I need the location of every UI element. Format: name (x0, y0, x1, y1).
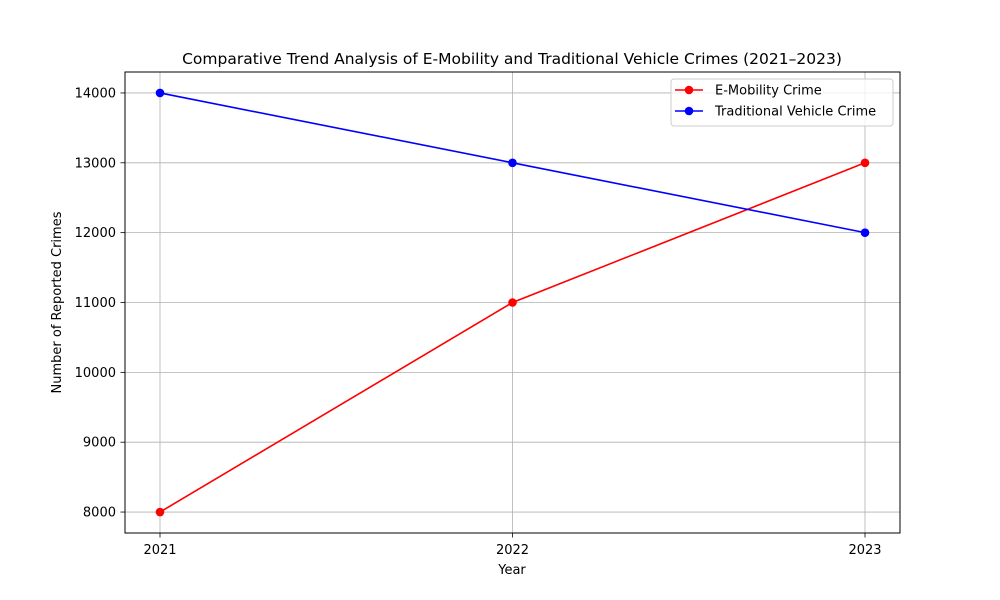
data-point (508, 298, 517, 307)
y-axis-label: Number of Reported Crimes (50, 211, 65, 393)
data-point (860, 228, 870, 237)
x-tick-label: 2022 (496, 543, 529, 558)
y-tick-label: 13000 (75, 156, 116, 171)
legend-marker (684, 85, 694, 95)
legend-label: E-Mobility Crime (715, 84, 822, 99)
legend: E-Mobility Crime Traditional Vehicle Crim… (670, 78, 894, 127)
x-axis-label: Year (497, 563, 526, 578)
y-tick-label: 9000 (83, 436, 116, 451)
y-tick-label: 8000 (83, 506, 116, 521)
legend-marker (684, 106, 694, 116)
axis-ticks: 2021 2022 2023 8000 9000 10000 11000 12000 13000… (75, 86, 882, 558)
data-point (155, 88, 165, 98)
series-layer (155, 88, 870, 517)
legend-box (670, 78, 894, 127)
y-tick-label: 12000 (75, 226, 116, 241)
y-tick-label: 14000 (75, 86, 116, 101)
y-tick-label: 11000 (75, 296, 116, 311)
data-point (860, 158, 870, 168)
x-tick-label: 2021 (143, 543, 176, 558)
chart-title: Comparative Trend Analysis of E-Mobility… (182, 50, 842, 68)
x-tick-label: 2023 (848, 543, 881, 558)
y-tick-label: 10000 (75, 366, 116, 381)
data-point (155, 507, 165, 517)
data-point (508, 158, 517, 168)
legend-label: Traditional Vehicle Crime (714, 105, 876, 120)
